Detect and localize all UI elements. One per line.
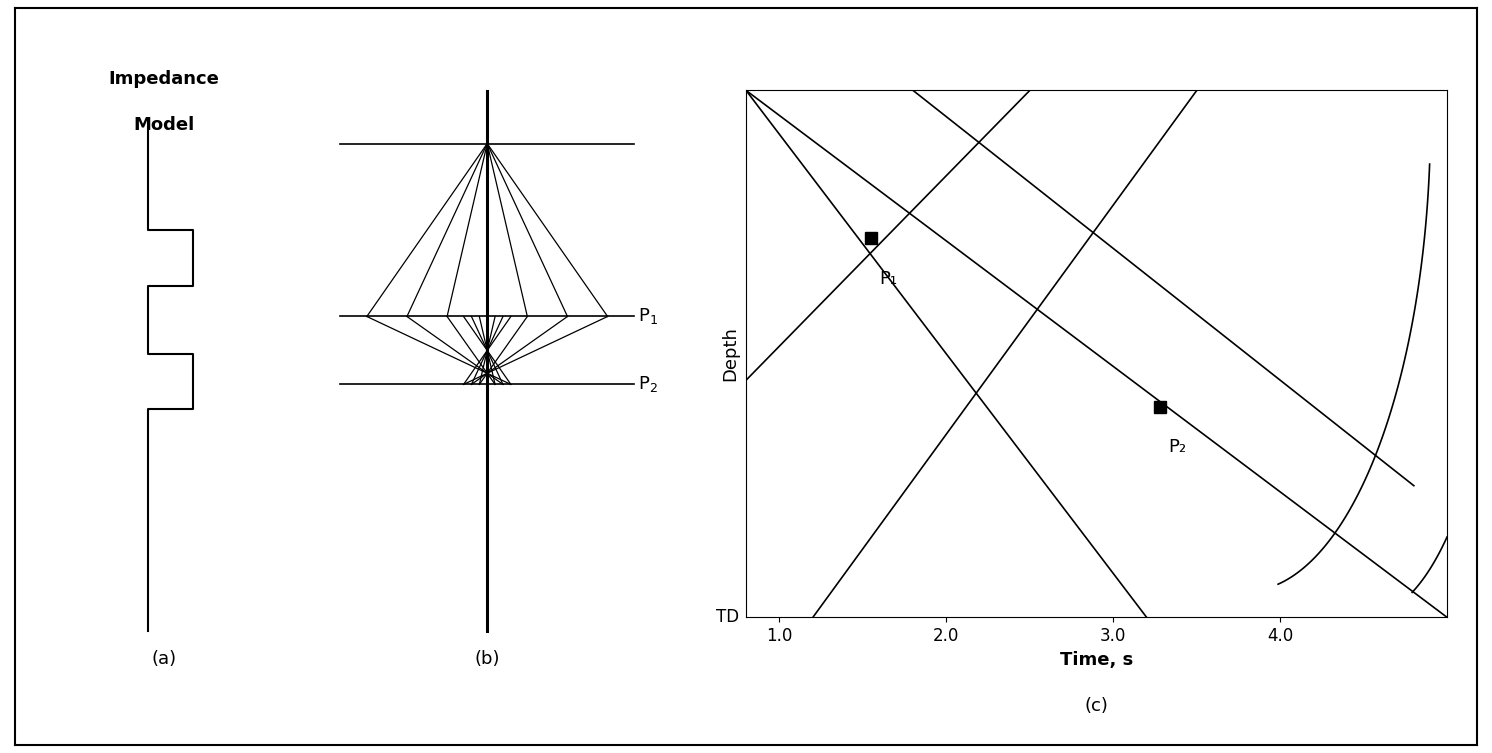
- Text: P$_1$: P$_1$: [639, 306, 658, 327]
- Text: (c): (c): [1085, 697, 1109, 715]
- Text: P₁: P₁: [880, 270, 898, 288]
- Text: Model: Model: [133, 116, 195, 134]
- Y-axis label: Depth: Depth: [721, 327, 739, 381]
- Text: (a): (a): [152, 651, 176, 669]
- Text: TD: TD: [716, 608, 739, 626]
- Text: (b): (b): [474, 651, 500, 669]
- Text: P$_2$: P$_2$: [639, 374, 658, 395]
- X-axis label: Time, s: Time, s: [1059, 651, 1134, 669]
- Text: P₂: P₂: [1168, 438, 1186, 456]
- Text: Impedance: Impedance: [109, 69, 219, 87]
